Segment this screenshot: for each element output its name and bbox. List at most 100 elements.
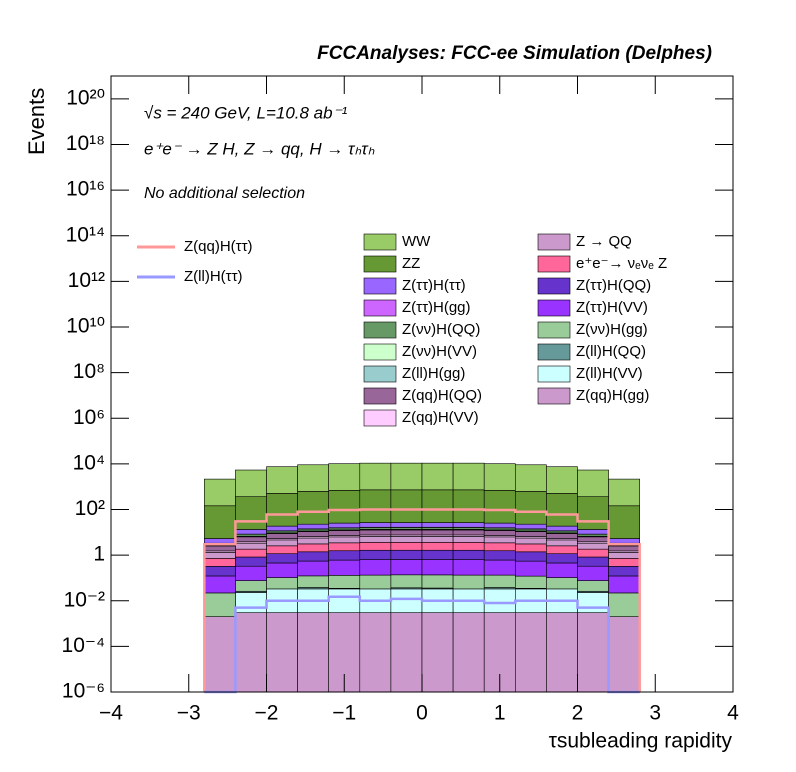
y-tick-label: 10⁴ [73,451,105,474]
histogram-segment [421,489,454,523]
histogram-segment [328,575,361,589]
histogram-segment [390,574,423,589]
histogram-segment [608,592,640,617]
histogram-segment [577,612,609,693]
histogram-segment [204,538,236,544]
histogram-segment [514,464,547,492]
histogram-segment [390,489,423,523]
legend-swatch [537,255,571,273]
histogram-segment [452,542,485,551]
legend-label: e⁺e⁻→ νₑνₑ Z [576,255,667,272]
histogram-segment [452,522,485,528]
histogram-segment [204,545,236,552]
legend-label: Z(qq)H(QQ) [402,387,482,404]
histogram-segment [204,558,236,567]
y-tick-label: 10⁻⁴ [62,634,105,657]
histogram-segment [483,522,516,529]
histogram-segment [421,529,454,536]
histogram-segment [235,556,267,567]
histogram-segment [390,588,423,613]
histogram-segment [483,550,516,561]
y-tick-label: 10¹⁶ [66,178,105,201]
histogram-segment [328,542,361,552]
legend-swatch [537,321,571,339]
legend-swatch [537,387,571,405]
histogram-segment [608,478,640,507]
histogram-segment [546,577,578,590]
histogram-segment [266,466,298,494]
histogram-segment [546,612,578,693]
histogram-segment [514,491,547,525]
histogram-segment [421,574,454,589]
histogram-segment [577,536,609,543]
legend-swatch [537,277,571,295]
histogram-segment [514,551,547,562]
legend-swatch [363,387,397,405]
histogram-segment [235,580,267,592]
histogram-segment [577,469,609,497]
x-tick-label: 2 [572,702,584,725]
histogram-segment [204,592,236,617]
histogram-segment [608,545,640,552]
histogram-segment [577,496,609,530]
y-tick-label: 10⁸ [73,360,105,383]
histogram-segment [390,536,423,543]
histogram-segment [328,536,361,544]
histogram-segment [514,612,547,693]
legend-swatch [363,277,397,295]
y-tick-label: 10¹⁰ [66,315,105,338]
histogram-segment [483,490,516,524]
legend-label: Z(qq)H(ττ) [184,238,253,255]
histogram-segment [235,612,267,693]
histogram-segment [390,522,423,528]
y-tick-label: 10⁶ [73,406,105,429]
histogram-segment [266,612,298,693]
y-tick-label: 10⁻⁶ [62,680,105,703]
legend-swatch [363,233,397,251]
histogram-segment [235,592,267,613]
histogram-segment [297,464,330,492]
histogram-segment [483,536,516,544]
histogram-segment [235,548,267,558]
x-tick-label: 1 [494,702,506,725]
histogram-segment [421,559,454,576]
histogram-segment [546,533,578,539]
legend-label: Z(ττ)H(QQ) [576,277,651,294]
histogram-segment [608,552,640,559]
histogram-segment [608,558,640,567]
annotation: No additional selection [144,185,305,202]
histogram-segment [577,565,609,581]
legend-swatch [363,409,397,427]
histogram-segment [235,496,267,530]
legend-label: Z(ττ)H(VV) [576,299,648,316]
y-tick-label: 10⁻² [64,588,105,611]
histogram-segment [577,556,609,567]
histogram-segment [514,575,547,589]
histogram-segment [452,574,485,590]
histogram-segment [328,550,361,561]
legend-swatch [363,321,397,339]
legend-label: Z(ll)H(VV) [576,365,643,382]
histogram-segment [359,489,392,523]
histogram-segment [328,588,361,613]
histogram-segment [483,530,516,536]
histogram-segment [235,542,267,550]
histogram-segment [514,523,547,530]
histogram-segment [204,616,236,693]
legend-swatch [537,233,571,251]
histogram-line [203,508,641,692]
legend-swatch [363,255,397,273]
x-tick-label: −2 [255,702,279,725]
x-axis-label: τsubleading rapidity [549,730,733,753]
histogram-segment [483,574,516,588]
histogram-segment [390,612,423,693]
histogram-segment [297,531,330,537]
histogram-segment [421,536,454,543]
histogram-segment [546,539,578,547]
histogram-segment [204,566,236,577]
legend-label: Z(ll)H(gg) [402,365,465,382]
histogram-segment [452,549,485,560]
histogram-segment [359,529,392,536]
histogram-segment [328,490,361,524]
